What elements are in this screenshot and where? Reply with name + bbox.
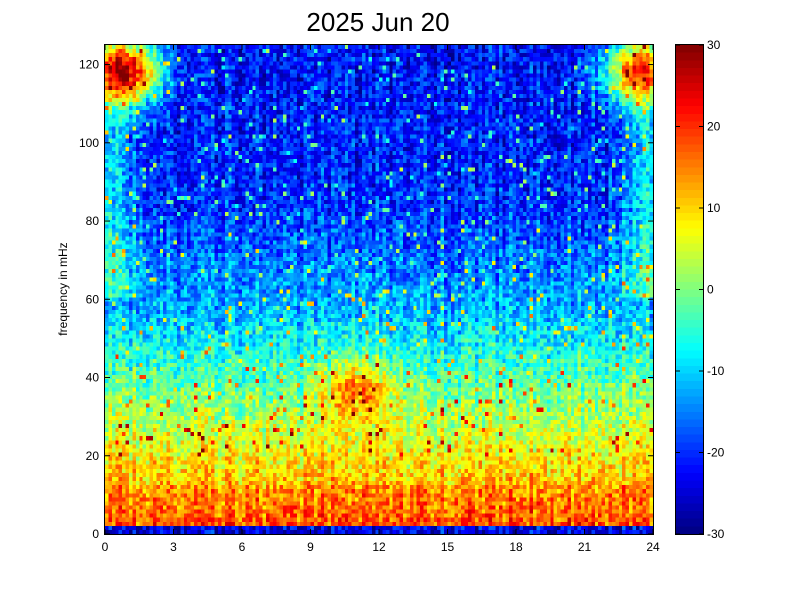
y-tick-label: 60 (86, 292, 100, 306)
y-tick-label: 80 (86, 214, 100, 228)
heatmap-plot-area (105, 45, 653, 534)
x-tick-label: 18 (509, 540, 523, 554)
colorbar-tick-label: 10 (707, 201, 721, 215)
colorbar-tick-label: 20 (707, 120, 721, 134)
colorbar-tick-label: 30 (707, 38, 721, 52)
x-tick-label: 12 (372, 540, 386, 554)
plot-frame (104, 44, 654, 535)
y-axis-label: frequency in mHz (56, 242, 70, 335)
x-tick-label: 6 (239, 540, 246, 554)
colorbar-tick-label: 0 (707, 283, 714, 297)
colorbar: -30 -20 -10 0 10 20 30 (675, 38, 725, 541)
colorbar-ticks: -30 -20 -10 0 10 20 30 (676, 38, 725, 541)
colorbar-tick-label: -30 (707, 527, 725, 541)
spectrogram-heatmap (105, 45, 653, 534)
y-tick-label: 100 (79, 136, 99, 150)
y-tick-label: 40 (86, 371, 100, 385)
colorbar-gradient (676, 45, 703, 534)
x-tick-label: 9 (307, 540, 314, 554)
x-tick-label: 3 (170, 540, 177, 554)
x-tick-label: 24 (646, 540, 660, 554)
y-tick-label: 0 (92, 527, 99, 541)
x-tick-label: 15 (441, 540, 455, 554)
chart-title: 2025 Jun 20 (306, 7, 449, 37)
y-tick-label: 20 (86, 449, 100, 463)
colorbar-tick-label: -10 (707, 364, 725, 378)
y-tick-label: 120 (79, 58, 99, 72)
y-axis: 0 20 40 60 80 100 120 (79, 58, 653, 541)
colorbar-frame (675, 44, 704, 535)
colorbar-tick-label: -20 (707, 446, 725, 460)
x-axis: 0 3 6 9 12 15 18 21 24 (102, 45, 660, 554)
x-tick-label: 0 (102, 540, 109, 554)
x-tick-label: 21 (578, 540, 592, 554)
